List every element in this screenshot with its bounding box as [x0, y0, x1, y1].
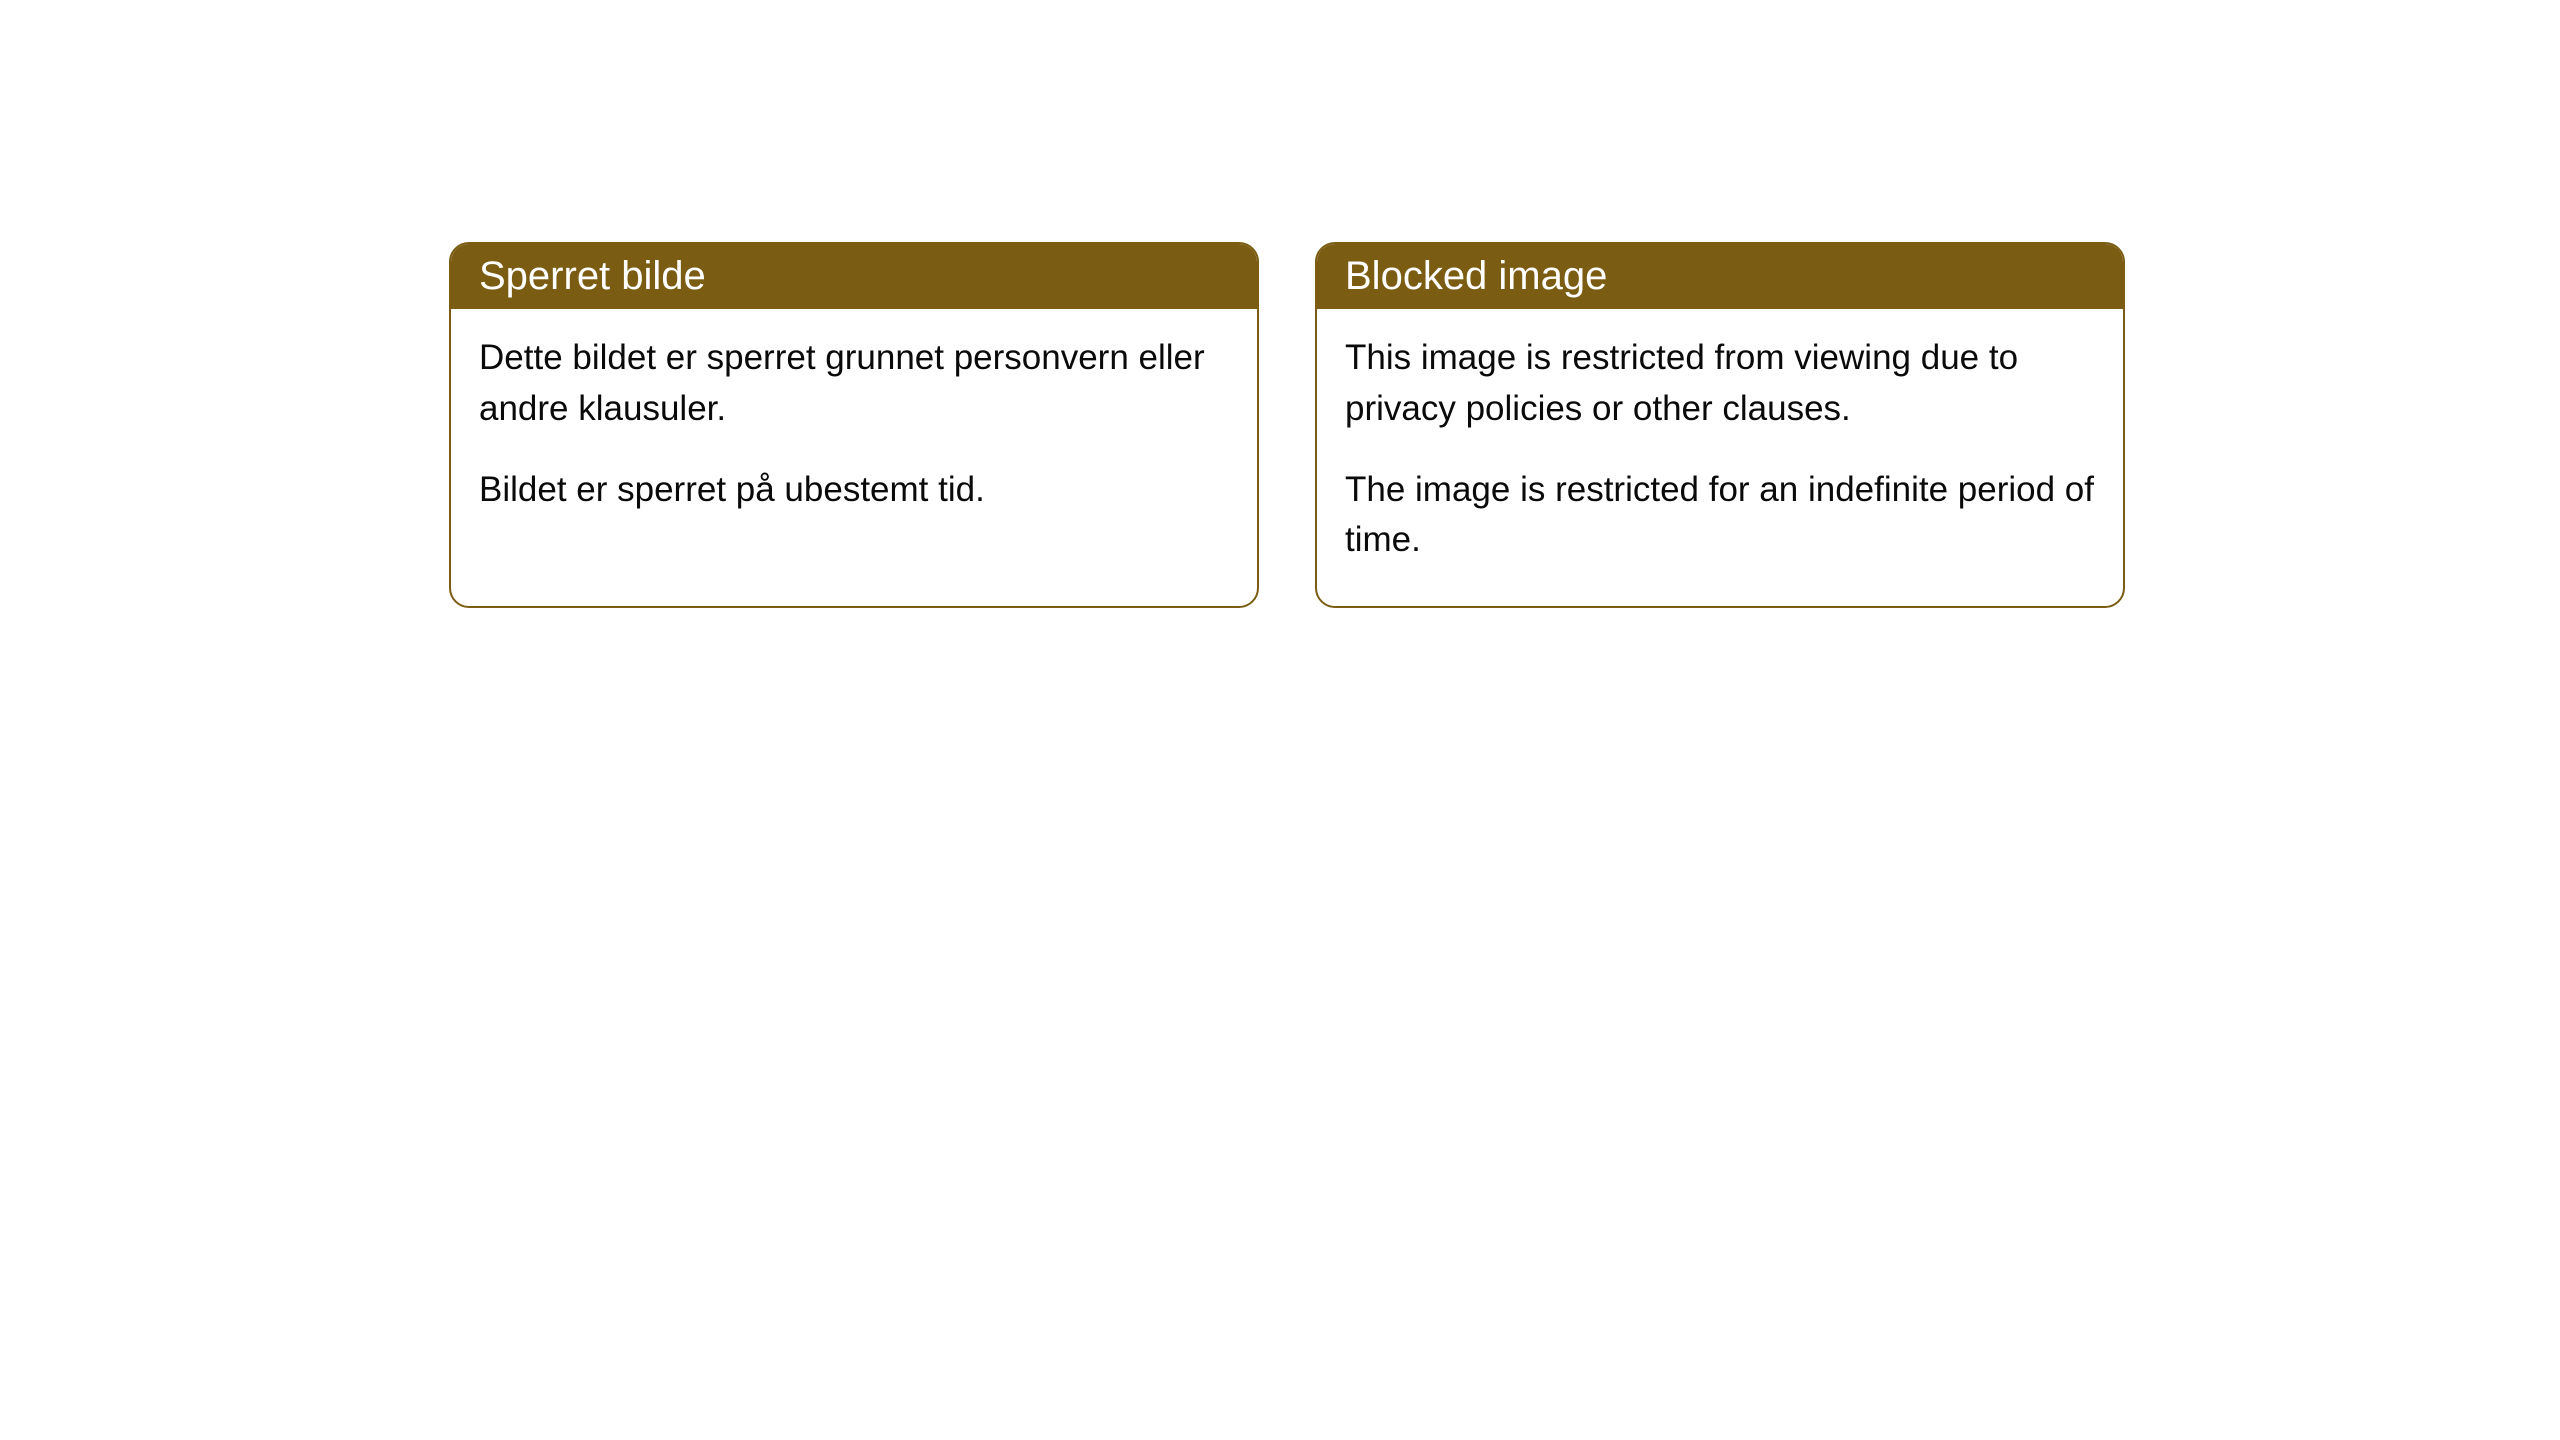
cards-container: Sperret bilde Dette bildet er sperret gr…	[449, 242, 2125, 608]
card-body-norwegian: Dette bildet er sperret grunnet personve…	[451, 309, 1257, 555]
card-norwegian: Sperret bilde Dette bildet er sperret gr…	[449, 242, 1259, 608]
card-paragraph-2-english: The image is restricted for an indefinit…	[1345, 465, 2095, 567]
card-body-english: This image is restricted from viewing du…	[1317, 309, 2123, 606]
card-english: Blocked image This image is restricted f…	[1315, 242, 2125, 608]
card-paragraph-1-norwegian: Dette bildet er sperret grunnet personve…	[479, 333, 1229, 435]
card-header-norwegian: Sperret bilde	[451, 244, 1257, 309]
card-paragraph-2-norwegian: Bildet er sperret på ubestemt tid.	[479, 465, 1229, 516]
card-header-english: Blocked image	[1317, 244, 2123, 309]
card-paragraph-1-english: This image is restricted from viewing du…	[1345, 333, 2095, 435]
